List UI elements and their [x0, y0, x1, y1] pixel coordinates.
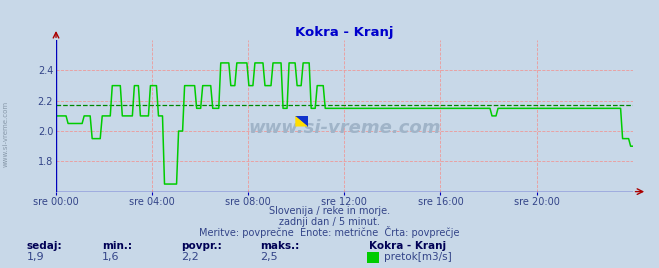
Text: 1,9: 1,9	[26, 252, 44, 262]
Title: Kokra - Kranj: Kokra - Kranj	[295, 26, 393, 39]
Text: min.:: min.:	[102, 241, 132, 251]
Text: www.si-vreme.com: www.si-vreme.com	[248, 119, 441, 137]
Text: maks.:: maks.:	[260, 241, 300, 251]
Text: zadnji dan / 5 minut.: zadnji dan / 5 minut.	[279, 217, 380, 227]
Polygon shape	[295, 116, 308, 126]
Text: Slovenija / reke in morje.: Slovenija / reke in morje.	[269, 206, 390, 216]
Text: 1,6: 1,6	[102, 252, 120, 262]
Text: Kokra - Kranj: Kokra - Kranj	[369, 241, 446, 251]
Text: 2,5: 2,5	[260, 252, 278, 262]
Polygon shape	[295, 116, 308, 126]
Text: sedaj:: sedaj:	[26, 241, 62, 251]
Text: pretok[m3/s]: pretok[m3/s]	[384, 252, 451, 262]
Text: 2,2: 2,2	[181, 252, 199, 262]
Text: povpr.:: povpr.:	[181, 241, 222, 251]
Text: Meritve: povprečne  Enote: metrične  Črta: povprečje: Meritve: povprečne Enote: metrične Črta:…	[199, 226, 460, 238]
Text: www.si-vreme.com: www.si-vreme.com	[2, 101, 9, 167]
